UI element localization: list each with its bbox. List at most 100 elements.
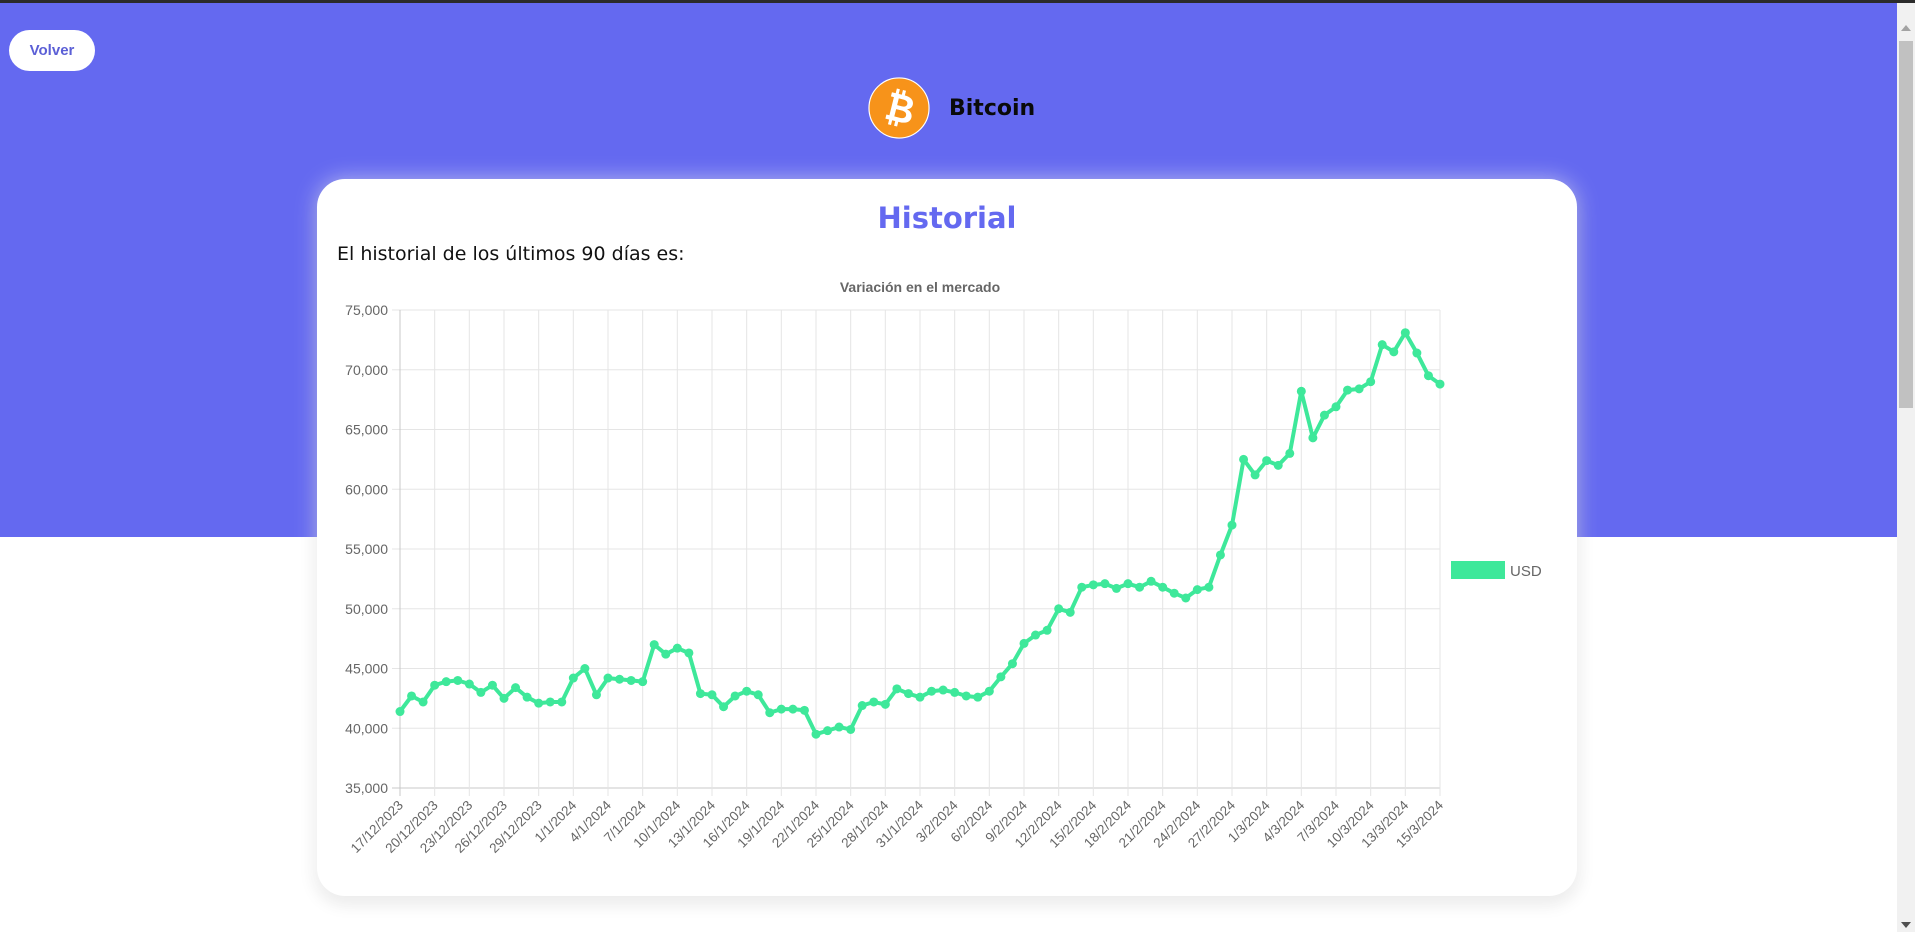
data-point bbox=[707, 690, 717, 700]
data-point bbox=[1215, 550, 1225, 560]
y-tick-label: 40,000 bbox=[345, 720, 388, 736]
data-point bbox=[545, 697, 555, 707]
data-point bbox=[1250, 470, 1260, 480]
data-point bbox=[1135, 582, 1145, 592]
window-top-border bbox=[0, 0, 1915, 3]
data-point bbox=[672, 643, 682, 653]
data-point bbox=[626, 675, 636, 685]
data-point bbox=[418, 697, 428, 707]
data-point bbox=[1285, 448, 1295, 458]
scroll-thumb[interactable] bbox=[1899, 41, 1913, 408]
y-tick-label: 50,000 bbox=[345, 601, 388, 617]
y-tick-label: 55,000 bbox=[345, 541, 388, 557]
data-point bbox=[580, 664, 590, 673]
history-card: Historial El historial de los últimos 90… bbox=[317, 179, 1577, 896]
data-point bbox=[1088, 580, 1098, 590]
back-button[interactable]: Volver bbox=[9, 30, 95, 71]
data-point bbox=[1319, 410, 1329, 420]
y-tick-label: 35,000 bbox=[345, 780, 388, 796]
data-point bbox=[430, 680, 440, 690]
data-point bbox=[1262, 456, 1272, 466]
data-point bbox=[765, 708, 775, 718]
data-point bbox=[1192, 585, 1202, 595]
data-point bbox=[441, 677, 451, 687]
data-point bbox=[407, 691, 417, 701]
data-point bbox=[684, 648, 694, 658]
data-point bbox=[1065, 607, 1075, 617]
data-point bbox=[823, 726, 833, 736]
data-point bbox=[649, 640, 659, 650]
data-point bbox=[1423, 371, 1433, 381]
data-point bbox=[719, 702, 729, 712]
data-point bbox=[1204, 582, 1214, 592]
data-point bbox=[568, 673, 578, 683]
data-point bbox=[892, 684, 902, 694]
data-point bbox=[753, 690, 763, 700]
data-point bbox=[1077, 582, 1087, 592]
data-point bbox=[1158, 582, 1168, 592]
data-point bbox=[1412, 348, 1422, 358]
data-point bbox=[938, 685, 948, 695]
data-point bbox=[973, 692, 983, 702]
y-tick-label: 60,000 bbox=[345, 481, 388, 497]
data-point bbox=[695, 689, 705, 699]
y-tick-label: 45,000 bbox=[345, 661, 388, 677]
data-point bbox=[799, 705, 809, 715]
data-point bbox=[1239, 454, 1249, 464]
data-point bbox=[961, 691, 971, 701]
data-point bbox=[776, 704, 786, 714]
data-point bbox=[1366, 377, 1376, 387]
data-point bbox=[1100, 579, 1110, 589]
data-point bbox=[857, 701, 867, 711]
data-point bbox=[846, 724, 856, 734]
data-point bbox=[511, 683, 521, 693]
data-point bbox=[395, 707, 405, 717]
card-title: Historial bbox=[877, 201, 1017, 235]
data-point bbox=[996, 672, 1006, 682]
data-point bbox=[1181, 593, 1191, 603]
data-point bbox=[834, 722, 844, 732]
data-point bbox=[915, 692, 925, 702]
data-point bbox=[927, 686, 937, 696]
data-point bbox=[788, 704, 798, 714]
chart-title: Variación en el mercado bbox=[840, 279, 1000, 295]
data-point bbox=[1042, 625, 1052, 635]
data-point bbox=[1019, 638, 1029, 648]
coin-header: Bitcoin bbox=[868, 77, 1035, 139]
data-point bbox=[557, 697, 567, 707]
data-point bbox=[1354, 384, 1364, 394]
data-point bbox=[1273, 460, 1283, 470]
data-point bbox=[615, 674, 625, 684]
data-point bbox=[499, 693, 509, 703]
data-point bbox=[476, 687, 486, 697]
data-point bbox=[880, 699, 890, 709]
data-point bbox=[1031, 630, 1041, 640]
data-point bbox=[1111, 583, 1121, 593]
data-point bbox=[742, 686, 752, 696]
y-tick-label: 65,000 bbox=[345, 422, 388, 438]
data-point bbox=[1308, 433, 1318, 443]
scroll-up-arrow-icon[interactable] bbox=[1901, 25, 1911, 31]
data-point bbox=[603, 673, 613, 683]
data-point bbox=[869, 697, 879, 707]
data-point bbox=[1435, 379, 1445, 389]
data-point bbox=[984, 686, 994, 696]
y-tick-label: 70,000 bbox=[345, 362, 388, 378]
data-point bbox=[453, 675, 463, 685]
data-point bbox=[1146, 576, 1156, 586]
data-point bbox=[534, 698, 544, 708]
data-point bbox=[903, 689, 913, 699]
data-point bbox=[661, 649, 671, 659]
data-point bbox=[1331, 402, 1341, 412]
data-point bbox=[1169, 588, 1179, 598]
data-point bbox=[1227, 520, 1237, 530]
data-point bbox=[1054, 604, 1064, 614]
legend-label-usd: USD bbox=[1510, 563, 1542, 580]
data-point bbox=[1377, 340, 1387, 350]
data-point bbox=[1389, 347, 1399, 357]
data-point bbox=[811, 729, 821, 739]
data-point bbox=[1007, 659, 1017, 669]
scroll-down-arrow-icon[interactable] bbox=[1901, 922, 1911, 928]
price-line-chart: Variación en el mercado 35,000 40,000 45,00… bbox=[345, 279, 1542, 856]
page-scrollbar[interactable] bbox=[1897, 3, 1915, 932]
